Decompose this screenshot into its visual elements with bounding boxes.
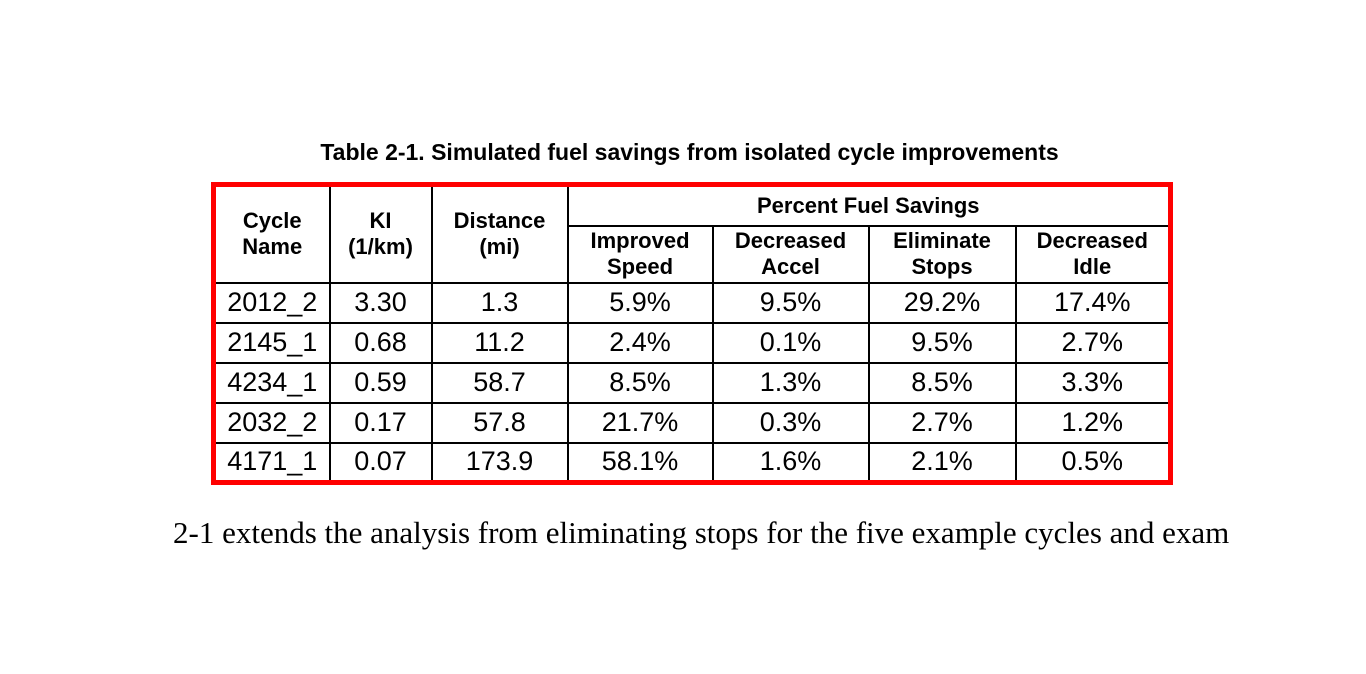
table-cell: 173.9	[430, 441, 569, 484]
table-cell: 21.7%	[566, 401, 714, 444]
cell-cycle-name: 2012_2	[212, 281, 331, 324]
col-header-eliminate-stops: Eliminate Stops	[867, 224, 1017, 284]
cell-cycle-name: 2145_1	[212, 321, 331, 364]
table-row: 2145_1 0.68 11.2 2.4% 0.1% 9.5% 2.7%	[212, 321, 1172, 364]
col-header-decreased-idle: Decreased Idle	[1014, 224, 1172, 284]
table-cell: 0.17	[328, 401, 433, 444]
table-row: 2032_2 0.17 57.8 21.7% 0.3% 2.7% 1.2%	[212, 401, 1172, 444]
table-cell: 17.4%	[1014, 281, 1172, 324]
table-cell: 1.3%	[711, 361, 870, 404]
body-text: 2-1 extends the analysis from eliminatin…	[173, 515, 1230, 550]
table-cell: 0.07	[328, 441, 433, 484]
cell-cycle-name: 4171_1	[212, 441, 331, 484]
header-row-sub: Improved Speed Decreased Accel Eliminate…	[214, 224, 1172, 284]
table-cell: 58.7	[430, 361, 569, 404]
table-cell: 0.59	[328, 361, 433, 404]
cell-cycle-name: 2032_2	[212, 401, 331, 444]
table-row: 4234_1 0.59 58.7 8.5% 1.3% 8.5% 3.3%	[212, 361, 1172, 404]
table-cell: 2.4%	[566, 321, 714, 364]
cell-cycle-name: 4234_1	[212, 361, 331, 404]
table-cell: 3.3%	[1014, 361, 1172, 404]
table-cell: 2.1%	[867, 441, 1017, 484]
table-cell: 1.6%	[711, 441, 870, 484]
table-cell: 2.7%	[1014, 321, 1172, 364]
fuel-savings-table: Cycle Name KI (1/km) Distance (mi) Perce…	[211, 182, 1173, 485]
col-header-cycle-name: Cycle Name	[212, 183, 331, 284]
table-row: 2012_2 3.30 1.3 5.9% 9.5% 29.2% 17.4%	[212, 281, 1172, 324]
table-cell: 8.5%	[867, 361, 1017, 404]
table-cell: 3.30	[328, 281, 433, 324]
table-cell: 0.5%	[1014, 441, 1172, 484]
table-row: 4171_1 0.07 173.9 58.1% 1.6% 2.1% 0.5%	[212, 441, 1172, 484]
col-header-distance: Distance (mi)	[430, 183, 569, 284]
table-cell: 0.1%	[711, 321, 870, 364]
table-cell: 9.5%	[867, 321, 1017, 364]
table-cell: 2.7%	[867, 401, 1017, 444]
table-caption: Table 2-1. Simulated fuel savings from i…	[320, 139, 1059, 165]
table-cell: 1.3	[430, 281, 569, 324]
col-header-ki: KI (1/km)	[328, 183, 433, 284]
group-header-percent-fuel-savings: Percent Fuel Savings	[566, 183, 1172, 227]
table-cell: 11.2	[430, 321, 569, 364]
table-cell: 29.2%	[867, 281, 1017, 324]
col-header-decreased-accel: Decreased Accel	[711, 224, 870, 284]
table-cell: 57.8	[430, 401, 569, 444]
col-header-improved-speed: Improved Speed	[566, 224, 714, 284]
table-cell: 5.9%	[566, 281, 714, 324]
table-cell: 1.2%	[1014, 401, 1172, 444]
table-cell: 0.68	[328, 321, 433, 364]
header-row-group: Cycle Name KI (1/km) Distance (mi) Perce…	[212, 183, 1172, 284]
table-cell: 9.5%	[711, 281, 870, 324]
table-cell: 8.5%	[566, 361, 714, 404]
table-cell: 58.1%	[566, 441, 714, 484]
table-cell: 0.3%	[711, 401, 870, 444]
